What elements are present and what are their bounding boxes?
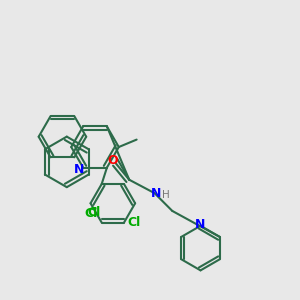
Text: N: N — [195, 218, 206, 231]
Text: O: O — [107, 154, 118, 167]
Text: Cl: Cl — [84, 207, 97, 220]
Text: N: N — [151, 187, 161, 200]
Text: Cl: Cl — [128, 216, 141, 229]
Text: Cl: Cl — [87, 206, 100, 219]
Text: N: N — [74, 164, 84, 176]
Text: H: H — [162, 190, 169, 200]
